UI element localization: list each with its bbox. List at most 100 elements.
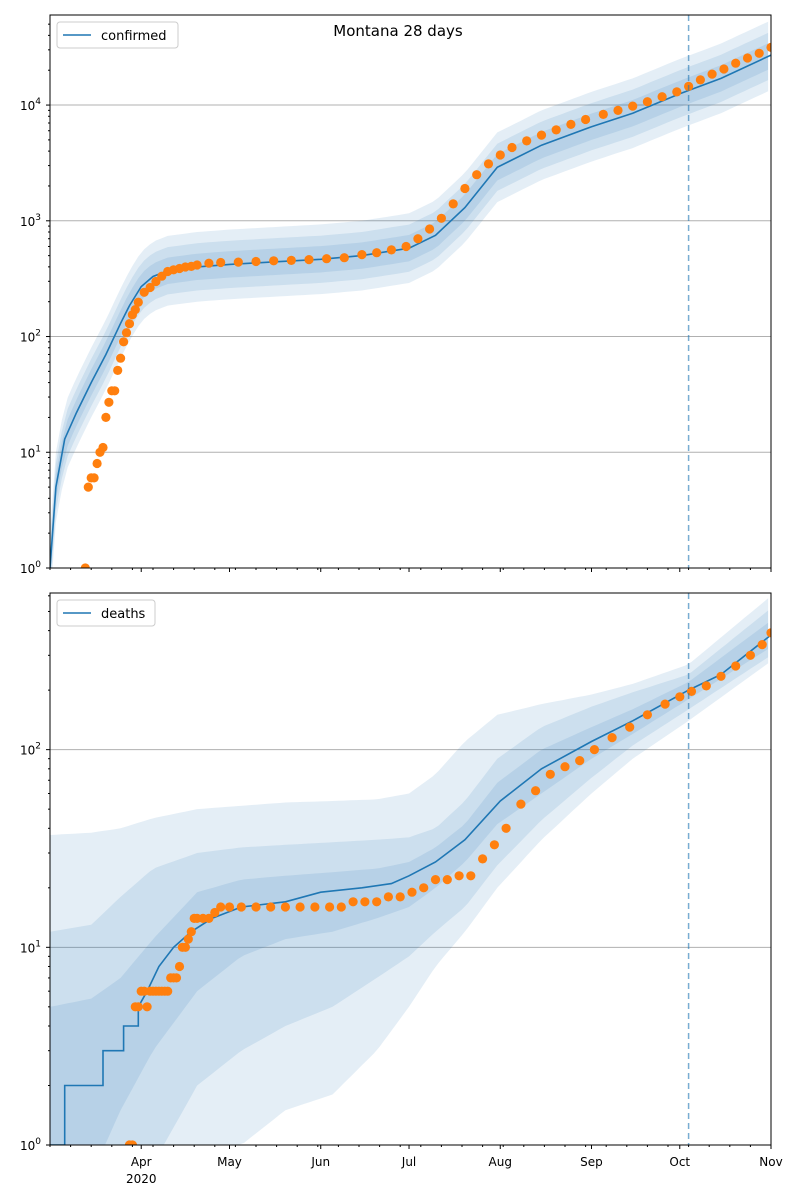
observed-point: [336, 902, 346, 912]
xtick-label: Nov: [759, 1155, 782, 1169]
observed-point: [280, 902, 290, 912]
observed-point: [142, 1002, 152, 1012]
ytick-label: 104: [20, 97, 41, 113]
observed-point: [127, 1140, 137, 1145]
observed-point: [204, 258, 214, 268]
observed-point: [613, 105, 623, 115]
observed-point: [507, 142, 517, 153]
uncertainty-band: [50, 43, 769, 568]
observed-point: [757, 640, 767, 650]
observed-point: [372, 897, 382, 907]
observed-point: [625, 722, 635, 732]
observed-point: [745, 650, 756, 660]
observed-point: [575, 756, 585, 766]
observed-point: [210, 907, 220, 918]
observed-point: [536, 130, 547, 140]
observed-point: [133, 1002, 143, 1012]
observed-point: [430, 875, 441, 885]
observed-point: [731, 661, 741, 671]
observed-point: [501, 823, 511, 833]
observed-point: [560, 762, 570, 772]
observed-point: [472, 170, 482, 180]
ytick-label: 102: [20, 742, 41, 758]
observed-point: [742, 53, 753, 63]
observed-point: [675, 692, 685, 702]
observed-point: [113, 365, 123, 375]
observed-point: [425, 224, 435, 234]
observed-point: [642, 97, 653, 107]
observed-point: [754, 48, 764, 58]
observed-point: [442, 875, 452, 885]
observed-point: [304, 255, 314, 265]
uncertainty-band: [50, 610, 769, 1145]
observed-point: [383, 892, 393, 902]
legend: confirmed: [56, 21, 179, 49]
observed-point: [386, 245, 396, 255]
observed-point: [130, 305, 140, 315]
observed-point: [83, 482, 93, 492]
observed-point: [495, 150, 505, 160]
observed-point: [360, 897, 370, 907]
axes-frame: [49, 592, 772, 1146]
observed-point: [145, 282, 155, 293]
observed-point: [119, 337, 129, 347]
observed-point: [322, 254, 332, 264]
legend-box: [56, 599, 156, 627]
observed-point: [269, 256, 279, 266]
observed-point: [216, 257, 226, 268]
observed-point: [180, 942, 190, 952]
observed-point: [766, 42, 771, 52]
observed-point: [98, 442, 108, 453]
observed-point: [551, 125, 561, 135]
observed-point: [339, 253, 349, 263]
uncertainty-band: [50, 622, 769, 1145]
observed-point: [581, 114, 591, 125]
uncertainty-band: [50, 598, 769, 1145]
observed-point: [216, 902, 226, 912]
observed-point: [448, 199, 458, 209]
observed-point: [151, 276, 161, 287]
observed-point: [236, 902, 246, 912]
uncertainty-band: [50, 21, 769, 568]
observed-point: [174, 961, 185, 972]
observed-point: [589, 745, 600, 755]
observed-point: [707, 69, 717, 79]
observed-point: [522, 136, 532, 146]
observed-point: [233, 257, 243, 267]
observed-point: [251, 256, 261, 267]
observed-point: [628, 101, 638, 111]
observed-point: [716, 671, 726, 681]
observed-point: [598, 109, 608, 119]
observed-point: [186, 927, 196, 937]
observed-point: [310, 902, 320, 912]
observed-point: [407, 887, 417, 897]
observed-point: [531, 786, 541, 796]
ytick-label: 102: [20, 329, 41, 345]
legend-label: confirmed: [101, 29, 167, 44]
observed-point: [695, 75, 706, 85]
observed-point: [545, 769, 555, 779]
observed-point: [251, 902, 261, 912]
observed-point: [163, 986, 173, 996]
observed-point: [401, 241, 411, 252]
observed-point: [454, 871, 464, 881]
confirmed-panel: 100 101 102 103 104 confirmed: [20, 14, 772, 576]
xtick-label: Sep: [580, 1155, 603, 1169]
ytick-label: 101: [20, 939, 41, 955]
observed-point: [483, 159, 494, 169]
observed-point: [766, 628, 771, 638]
observed-point: [325, 902, 335, 912]
observed-point: [419, 883, 429, 893]
observed-point: [110, 386, 120, 396]
observed-point: [657, 92, 667, 102]
observed-point: [89, 473, 99, 483]
uncertainty-band: [50, 32, 769, 568]
ytick-label: 103: [20, 213, 41, 229]
xtick-year-label: 2020: [126, 1172, 157, 1186]
observed-point: [286, 255, 296, 265]
xtick-label: Oct: [669, 1155, 690, 1169]
observed-point: [489, 840, 499, 850]
observed-point: [133, 297, 143, 307]
xtick-label: May: [217, 1155, 242, 1169]
